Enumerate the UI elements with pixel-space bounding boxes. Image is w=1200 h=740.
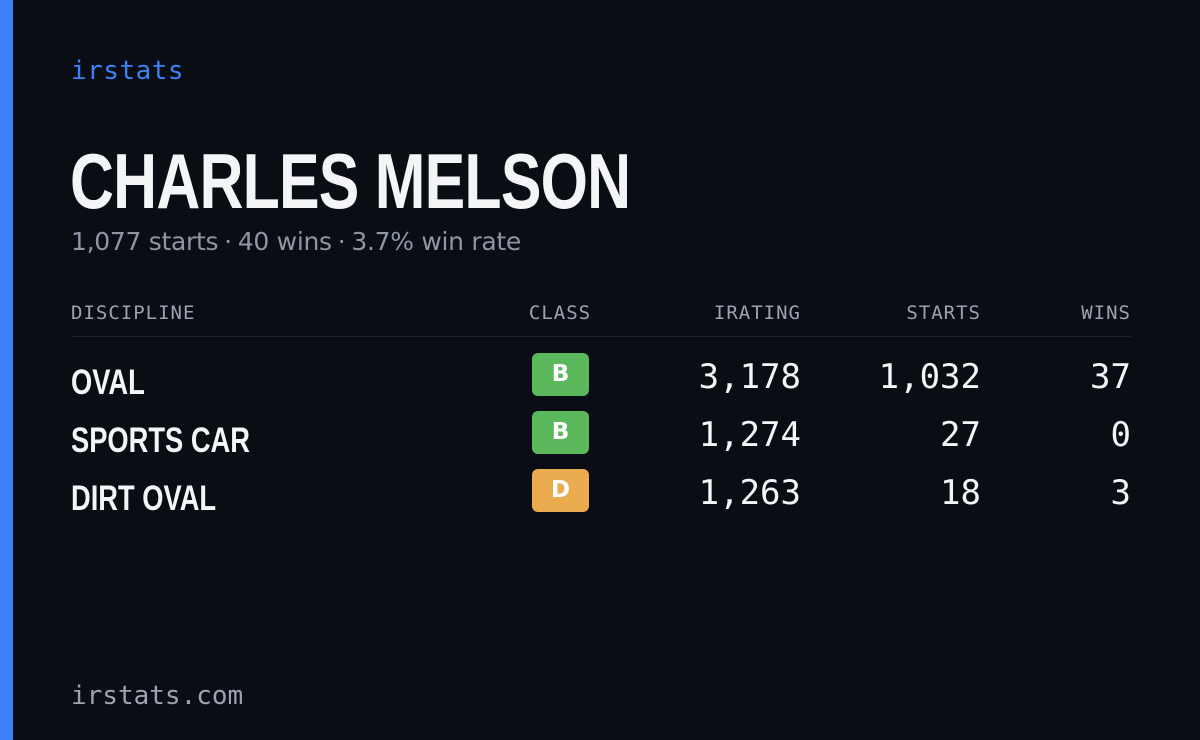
brand-logo: irstats — [71, 56, 185, 86]
table-body: OVAL B 3,178 1,032 37 SPORTS CAR B 1,274… — [71, 337, 1131, 527]
total-starts: 1,077 starts — [71, 227, 219, 256]
header-discipline: DISCIPLINE — [71, 302, 196, 324]
discipline-table: DISCIPLINE CLASS IRATING STARTS WINS OVA… — [71, 298, 1131, 527]
discipline-name: SPORTS CAR — [71, 421, 250, 460]
table-row: DIRT OVAL D 1,263 18 3 — [71, 469, 1131, 527]
wins-value: 0 — [1110, 415, 1131, 455]
irating-value: 1,263 — [698, 473, 801, 513]
table-row: SPORTS CAR B 1,274 27 0 — [71, 411, 1131, 469]
header-class: CLASS — [528, 302, 592, 324]
class-badge: D — [532, 469, 589, 512]
win-rate: 3.7% win rate — [351, 227, 521, 256]
driver-summary: 1,077 starts · 40 wins · 3.7% win rate — [71, 227, 521, 256]
class-badge: B — [532, 411, 589, 454]
total-wins: 40 wins — [237, 227, 332, 256]
wins-value: 37 — [1090, 357, 1131, 397]
header-starts: STARTS — [906, 302, 981, 324]
header-irating: IRATING — [713, 302, 801, 324]
irating-value: 1,274 — [698, 415, 801, 455]
starts-value: 1,032 — [878, 357, 981, 397]
wins-value: 3 — [1110, 473, 1131, 513]
discipline-name: OVAL — [71, 363, 145, 402]
irating-value: 3,178 — [698, 357, 801, 397]
summary-separator: · — [337, 227, 346, 256]
table-row: OVAL B 3,178 1,032 37 — [71, 353, 1131, 411]
footer-site-link[interactable]: irstats.com — [71, 681, 244, 711]
discipline-name: DIRT OVAL — [71, 479, 217, 518]
header-wins: WINS — [1081, 302, 1131, 324]
driver-name: CHARLES MELSON — [70, 137, 631, 225]
class-badge: B — [532, 353, 589, 396]
accent-bar — [0, 0, 13, 740]
table-header: DISCIPLINE CLASS IRATING STARTS WINS — [71, 298, 1131, 337]
summary-separator: · — [224, 227, 232, 256]
starts-value: 27 — [940, 415, 981, 455]
starts-value: 18 — [940, 473, 981, 513]
